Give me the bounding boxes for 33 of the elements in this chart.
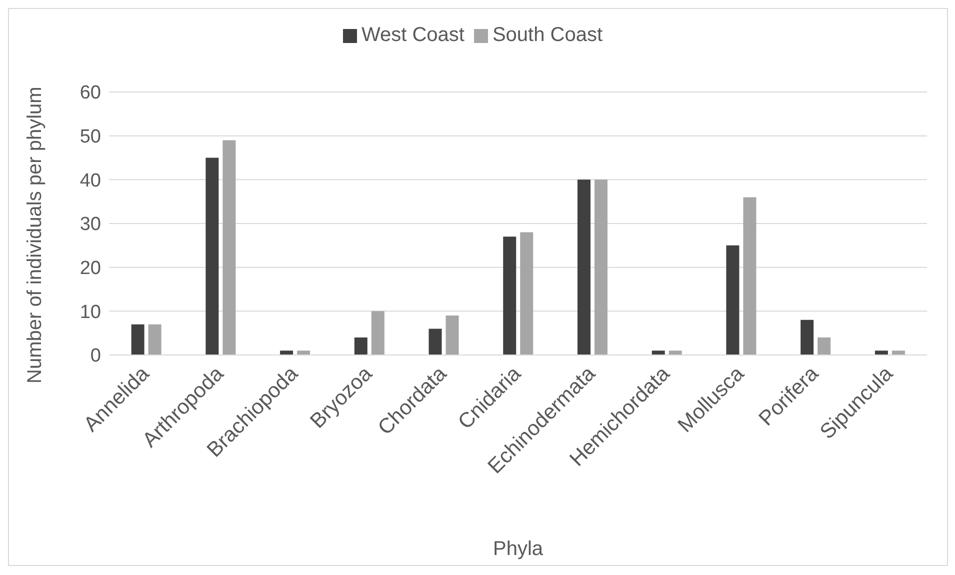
bar [222,140,236,355]
bar [206,158,219,355]
bar [818,337,831,355]
bar [892,350,905,355]
y-tick-label: 50 [80,126,101,148]
y-tick-label: 20 [80,258,101,280]
y-tick-label: 60 [80,82,101,104]
y-tick-label: 30 [80,214,101,236]
bar [446,316,459,355]
y-tick-label: 10 [80,302,101,323]
bar [668,350,682,355]
bar [652,350,665,355]
bar [371,311,384,355]
bar [874,350,888,355]
bar [520,232,534,355]
bar [577,180,590,355]
bar [297,350,310,355]
legend-label: West Coast [361,24,464,46]
bar [800,320,814,355]
bar [743,197,756,355]
bar [148,324,162,355]
bar [594,180,608,355]
bar [503,236,516,355]
y-axis-title: Number of individuals per phylum [24,86,46,384]
bar [354,337,368,355]
legend-label: South Coast [492,24,603,46]
bar [131,324,144,355]
y-tick-label: 0 [90,346,101,367]
bar [726,245,740,355]
bar [428,328,442,355]
x-axis-title: Phyla [492,538,544,560]
y-tick-label: 40 [80,170,101,192]
bar [280,350,294,355]
